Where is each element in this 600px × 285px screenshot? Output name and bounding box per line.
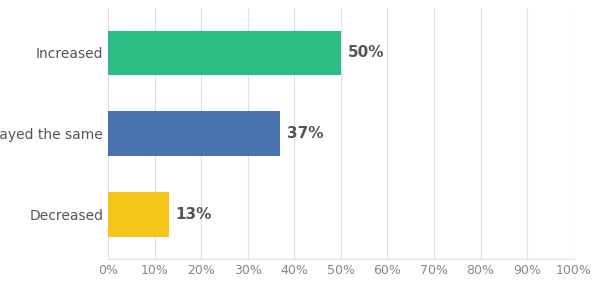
Text: 13%: 13% bbox=[176, 207, 212, 222]
Bar bbox=[108, 30, 341, 75]
Bar bbox=[108, 192, 169, 237]
Bar bbox=[108, 111, 280, 156]
Text: 50%: 50% bbox=[348, 45, 385, 60]
Text: 37%: 37% bbox=[287, 126, 324, 141]
